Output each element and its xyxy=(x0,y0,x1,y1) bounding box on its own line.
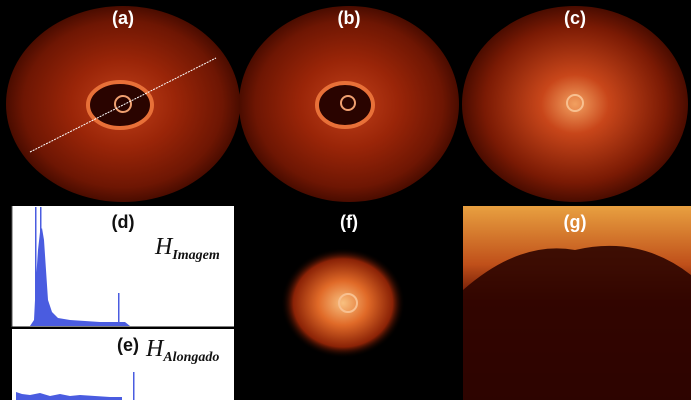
label-text: Alongado xyxy=(162,350,219,365)
panel-label: (g) xyxy=(564,212,587,232)
label-text: H xyxy=(145,336,165,362)
panel-g: (g) xyxy=(463,206,691,400)
panel-f: (f) xyxy=(281,212,405,358)
panel-label: (c) xyxy=(564,8,586,28)
panel-b: (b) xyxy=(239,6,459,202)
panel-label: (b) xyxy=(338,8,361,28)
figure: (a) (b) (c) (d) HImagem (e) HAlongado (f… xyxy=(0,0,691,400)
label-text: Imagem xyxy=(171,248,220,263)
panel-d: (d) HImagem xyxy=(12,206,234,327)
panel-label: (e) xyxy=(117,335,139,355)
label-text: H xyxy=(154,234,174,260)
panel-e: (e) HAlongado xyxy=(12,328,234,400)
panel-label: (a) xyxy=(112,8,134,28)
panel-a: (a) xyxy=(6,6,240,202)
panel-c: (c) xyxy=(462,6,688,202)
panel-label: (f) xyxy=(340,212,358,232)
panel-label: (d) xyxy=(112,212,135,232)
